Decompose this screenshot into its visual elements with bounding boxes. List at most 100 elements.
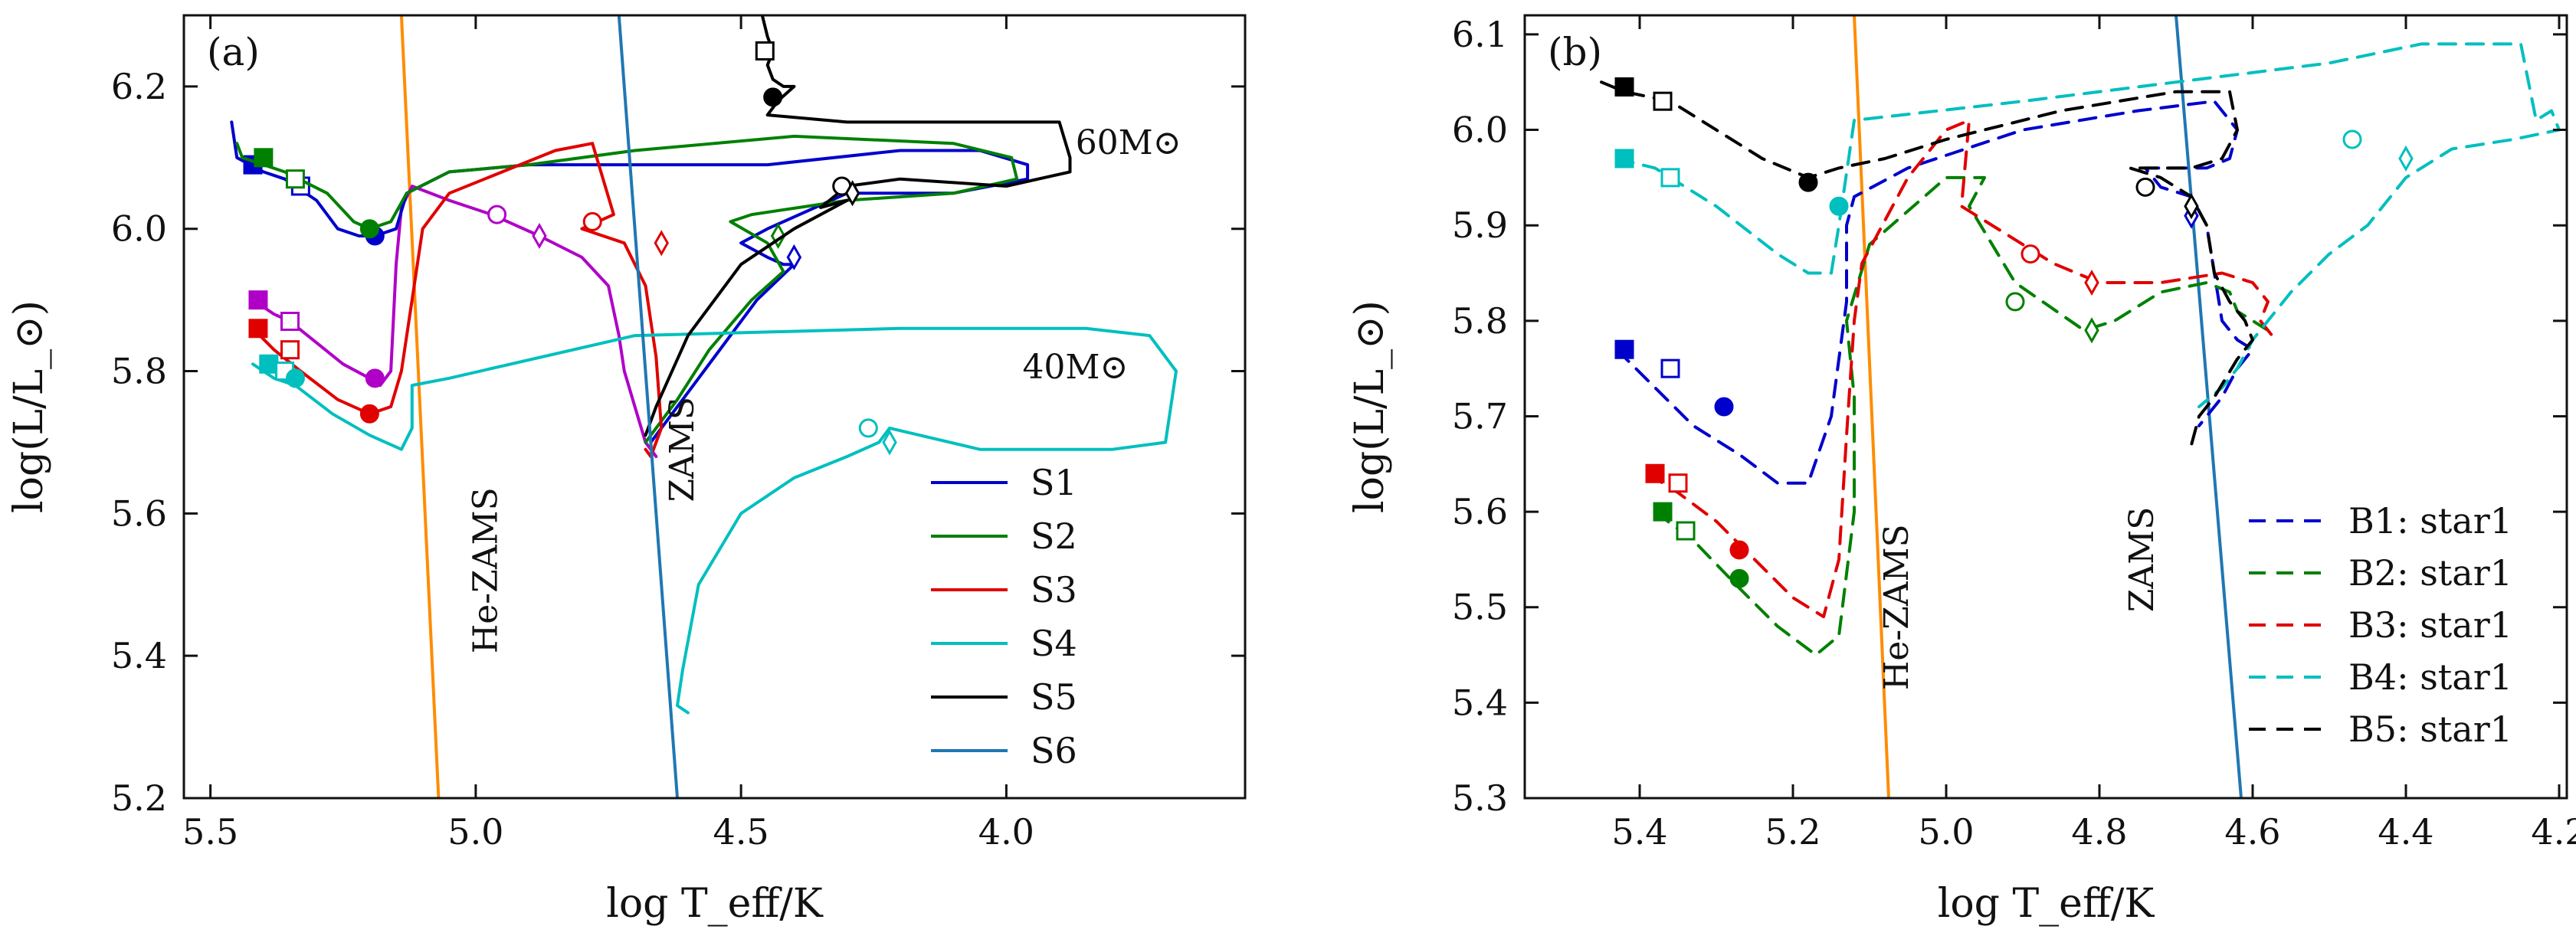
series-s2-marker-1 xyxy=(285,169,305,189)
series-b3-star1-marker-3 xyxy=(2020,244,2040,264)
legend-label: S4 xyxy=(1031,623,1077,664)
series-b4-star1-line xyxy=(1615,42,2561,408)
y-tick-label: 5.4 xyxy=(1452,682,1508,723)
series-b5-star1-marker-1 xyxy=(1653,91,1673,111)
series-b2-star1-marker-1 xyxy=(1676,521,1696,541)
y-tick-label: 5.9 xyxy=(1452,205,1508,246)
series-s4-marker-0 xyxy=(259,354,279,374)
series-b2-star1-marker-0 xyxy=(1653,502,1673,522)
y-tick-label: 6.0 xyxy=(111,208,167,250)
series-b2-star1-marker-2 xyxy=(1729,568,1749,588)
panel-label: (a) xyxy=(207,30,260,74)
series-s3-marker-4 xyxy=(654,230,669,257)
x-tick-label: 5.0 xyxy=(1918,811,1974,853)
y-tick-label: 5.8 xyxy=(1452,300,1508,342)
series-s3-line xyxy=(251,142,664,458)
series-b4-star1-marker-3 xyxy=(2342,129,2362,149)
series-b4-star1-marker-1 xyxy=(1660,168,1680,188)
series-b1-star1-marker-0 xyxy=(1614,339,1634,359)
series-b2-star1-marker-3 xyxy=(2005,292,2025,312)
x-tick-label: 4.6 xyxy=(2224,811,2280,853)
marker-magenta-track-4 xyxy=(532,222,547,250)
series-b4-star1-marker-4 xyxy=(2398,145,2414,172)
legend: B1: star1 B2: star1 B3: star1 B4: star1 B5: … xyxy=(2249,500,2512,750)
series-b4-star1-marker-0 xyxy=(1614,149,1634,169)
panel-label: (b) xyxy=(1548,30,1602,74)
series-b1-star1-line xyxy=(1615,100,2254,485)
x-tick-label: 5.2 xyxy=(1765,811,1821,853)
x-tick-label: 5.4 xyxy=(1611,811,1667,853)
legend-label: S6 xyxy=(1031,730,1077,771)
panel-a: 5.5 5.0 4.5 4.0 5.2 5.4 5.6 5.8 6.0 6.2 log T_eff/… xyxy=(6,14,1247,927)
curve-magenta-track xyxy=(251,185,658,458)
series-s5-marker-1 xyxy=(763,87,783,107)
series-s4-marker-4 xyxy=(882,429,897,456)
x-tick-label: 5.0 xyxy=(447,811,503,853)
y-tick-label: 5.8 xyxy=(111,351,167,392)
y-axis-label: log(L/L_⊙) xyxy=(1347,300,1393,513)
series-s4-marker-3 xyxy=(858,418,878,438)
series-s3-marker-0 xyxy=(248,319,268,339)
plot-frame xyxy=(182,14,1247,800)
series-s5-line xyxy=(644,15,1072,437)
legend-label: B5: star1 xyxy=(2348,709,2512,750)
y-tick-label: 5.7 xyxy=(1452,395,1508,437)
series-s3-marker-1 xyxy=(280,340,300,360)
series-b5-star1-marker-4 xyxy=(2184,193,2199,220)
x-tick-label: 4.2 xyxy=(2531,811,2576,853)
y-tick-label: 5.3 xyxy=(1452,777,1508,819)
y-tick-label: 6.0 xyxy=(1452,110,1508,151)
series-b5-star1-marker-3 xyxy=(2135,177,2155,197)
series-s6-line xyxy=(617,15,679,798)
panel-b: 5.4 5.2 5.0 4.8 4.6 4.4 4.2 5.3 5.4 5.5 5.6 5.7 5.8 5… xyxy=(1347,14,2576,927)
series-s5-marker-3 xyxy=(844,180,860,207)
legend-label: S2 xyxy=(1031,515,1077,557)
annotation: 40M⊙ xyxy=(1022,348,1128,387)
series-b3-star1-marker-0 xyxy=(1645,463,1665,483)
series-b1-star1-marker-2 xyxy=(1714,397,1734,417)
series-b3-star1-marker-2 xyxy=(1729,540,1749,560)
y-tick-label: 5.5 xyxy=(1452,587,1508,628)
y-tick-label: 6.2 xyxy=(111,66,167,107)
legend-label: S3 xyxy=(1031,569,1077,610)
y-tick-label: 6.1 xyxy=(1452,14,1508,55)
y-tick-label: 5.6 xyxy=(1452,491,1508,532)
series-b2-star1-marker-4 xyxy=(2084,317,2099,344)
legend-label: B3: star1 xyxy=(2348,604,2512,646)
x-tick-label: 5.5 xyxy=(182,811,238,853)
y-tick-label: 5.6 xyxy=(111,493,167,534)
series-b4-star1-marker-2 xyxy=(1829,196,1849,216)
series-s5-marker-0 xyxy=(755,41,775,61)
marker-magenta-track-0 xyxy=(248,290,268,310)
series-s4-marker-2 xyxy=(285,368,305,388)
series-s2-marker-0 xyxy=(254,148,274,168)
marker-magenta-track-3 xyxy=(487,205,507,224)
series-b3-star1-line xyxy=(1646,119,2277,619)
annotation: He-ZAMS xyxy=(467,487,506,653)
plot-area xyxy=(230,15,1178,798)
legend-label: B4: star1 xyxy=(2348,656,2512,698)
annotation: 60M⊙ xyxy=(1076,123,1181,162)
y-tick-label: 5.2 xyxy=(111,777,167,819)
annotation: ZAMS xyxy=(663,397,702,502)
marker-magenta-track-2 xyxy=(365,368,385,388)
legend-label: S5 xyxy=(1031,676,1077,718)
legend-label: S1 xyxy=(1031,462,1077,503)
series-b3-star1-marker-4 xyxy=(2084,269,2099,296)
series-b2-star1-line xyxy=(1653,175,2270,656)
plot-frame xyxy=(1523,14,2568,800)
series-b5-star1-marker-2 xyxy=(1798,172,1818,192)
series-s1-line xyxy=(230,120,1030,444)
marker-magenta-track-1 xyxy=(280,312,300,332)
series-s2-line xyxy=(235,134,1019,444)
series-b1-star1-marker-1 xyxy=(1660,358,1680,378)
y-tick-label: 5.4 xyxy=(111,635,167,676)
legend: S1 S2 S3 S4 S5 S6 xyxy=(931,462,1077,771)
legend-label: B2: star1 xyxy=(2348,552,2512,594)
curve-he-zams xyxy=(1853,15,1890,798)
legend-label: B1: star1 xyxy=(2348,500,2512,542)
x-tick-label: 4.4 xyxy=(2378,811,2433,853)
series-s3-marker-3 xyxy=(582,211,602,231)
series-b5-star1-line xyxy=(1600,80,2254,447)
